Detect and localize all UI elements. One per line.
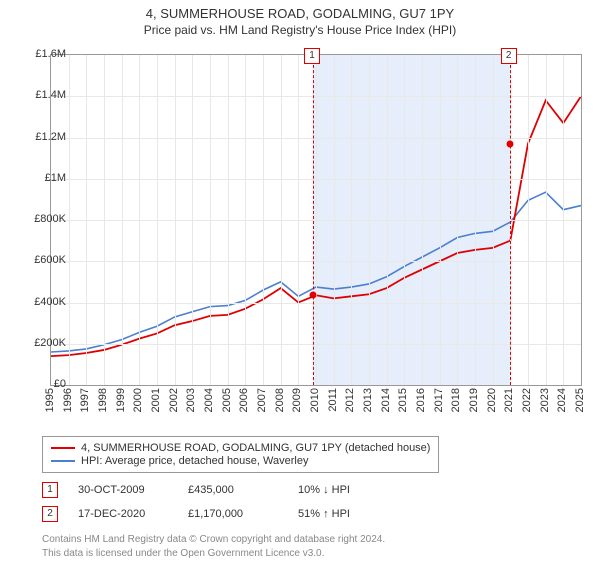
sale-row: 2 17-DEC-2020 £1,170,000 51% ↑ HPI [42,506,388,522]
gridline [316,55,317,385]
marker-dot [506,140,513,147]
gridline [86,55,87,385]
marker-box: 1 [304,48,320,64]
gridline [175,55,176,385]
x-tick-label: 2006 [238,388,250,412]
sale-price: £1,170,000 [188,508,278,520]
gridline [122,55,123,385]
sale-price: £435,000 [188,484,278,496]
gridline [528,55,529,385]
page-subtitle: Price paid vs. HM Land Registry's House … [0,23,600,37]
gridline [281,55,282,385]
legend-swatch-blue [51,460,75,462]
gridline [69,55,70,385]
legend-label: HPI: Average price, detached house, Wave… [81,455,308,467]
y-tick-label: £1M [20,172,66,184]
x-tick-label: 2017 [433,388,445,412]
x-tick-label: 2012 [344,388,356,412]
x-tick-label: 2023 [539,388,551,412]
x-tick-label: 2002 [168,388,180,412]
x-tick-label: 2025 [574,388,586,412]
gridline [104,55,105,385]
x-tick-label: 2008 [274,388,286,412]
y-tick-label: £1.4M [20,89,66,101]
x-tick-label: 2013 [362,388,374,412]
gridline [387,55,388,385]
gridline [245,55,246,385]
x-tick-label: 2011 [327,388,339,412]
x-tick-label: 2016 [415,388,427,412]
gridline [228,55,229,385]
legend-label: 4, SUMMERHOUSE ROAD, GODALMING, GU7 1PY … [81,442,430,454]
gridline [369,55,370,385]
y-tick-label: £400K [20,296,66,308]
gridline [157,55,158,385]
gridline [192,55,193,385]
gridline [263,55,264,385]
sale-row: 1 30-OCT-2009 £435,000 10% ↓ HPI [42,482,388,498]
gridline [546,55,547,385]
x-tick-label: 2007 [256,388,268,412]
x-tick-label: 2021 [503,388,515,412]
x-tick-label: 2018 [450,388,462,412]
x-tick-label: 2000 [132,388,144,412]
legend-row: HPI: Average price, detached house, Wave… [51,455,430,467]
gridline [457,55,458,385]
x-tick-label: 2001 [150,388,162,412]
y-tick-label: £600K [20,254,66,266]
x-tick-label: 2014 [380,388,392,412]
x-tick-label: 2022 [521,388,533,412]
sale-marker-icon: 2 [42,506,58,522]
x-tick-label: 1997 [79,388,91,412]
x-tick-label: 1995 [44,388,56,412]
sale-date: 30-OCT-2009 [78,484,168,496]
page-title: 4, SUMMERHOUSE ROAD, GODALMING, GU7 1PY [0,6,600,21]
gridline [404,55,405,385]
legend-row: 4, SUMMERHOUSE ROAD, GODALMING, GU7 1PY … [51,442,430,454]
y-tick-label: £1.6M [20,48,66,60]
marker-line [510,55,511,385]
x-tick-label: 1996 [62,388,74,412]
legend-swatch-red [51,447,75,449]
sale-date: 17-DEC-2020 [78,508,168,520]
y-tick-label: £800K [20,213,66,225]
marker-line [313,55,314,385]
x-tick-label: 2019 [468,388,480,412]
x-tick-label: 2020 [486,388,498,412]
x-tick-label: 2004 [203,388,215,412]
gridline [139,55,140,385]
gridline [210,55,211,385]
y-tick-label: £0 [20,378,66,390]
sale-delta: 51% ↑ HPI [298,508,388,520]
gridline [475,55,476,385]
x-tick-label: 2005 [221,388,233,412]
sale-marker-icon: 1 [42,482,58,498]
marker-dot [309,292,316,299]
sale-delta: 10% ↓ HPI [298,484,388,496]
footnote: This data is licensed under the Open Gov… [42,548,324,559]
gridline [440,55,441,385]
gridline [493,55,494,385]
footnote: Contains HM Land Registry data © Crown c… [42,534,385,545]
x-tick-label: 2010 [309,388,321,412]
gridline [351,55,352,385]
gridline [563,55,564,385]
x-tick-label: 2024 [556,388,568,412]
x-tick-label: 2015 [397,388,409,412]
y-tick-label: £200K [20,337,66,349]
gridline [334,55,335,385]
x-tick-label: 2009 [291,388,303,412]
marker-box: 2 [501,48,517,64]
chart-area [50,54,582,386]
x-tick-label: 1999 [115,388,127,412]
gridline [298,55,299,385]
x-tick-label: 1998 [97,388,109,412]
legend: 4, SUMMERHOUSE ROAD, GODALMING, GU7 1PY … [42,436,439,473]
gridline [422,55,423,385]
y-tick-label: £1.2M [20,131,66,143]
x-tick-label: 2003 [185,388,197,412]
